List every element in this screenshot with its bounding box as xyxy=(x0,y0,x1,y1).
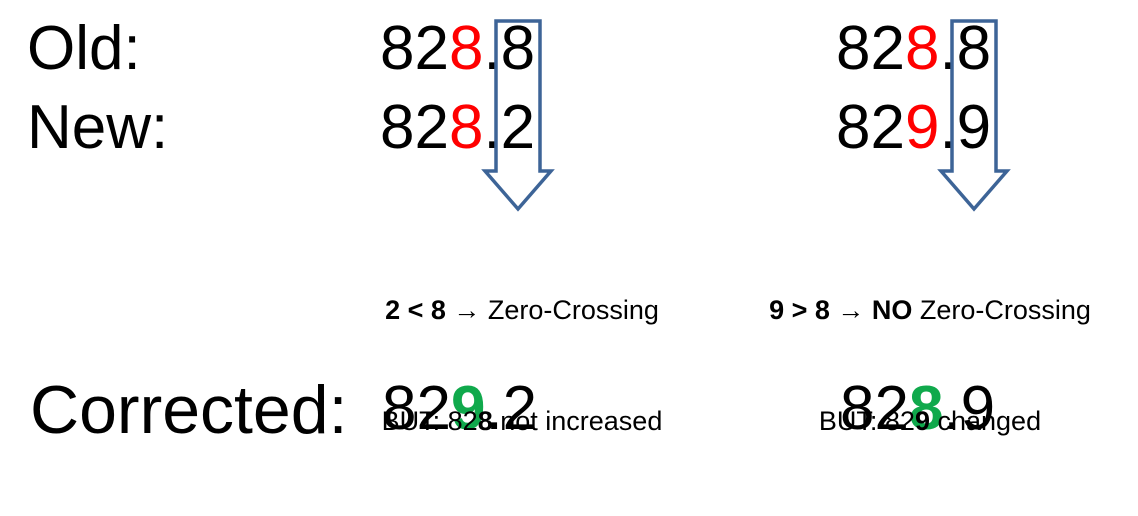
new-row-label: New: xyxy=(27,93,169,162)
left-note-line-2: BUT: 828 not increased xyxy=(381,406,663,436)
left-note-line-1: 2 < 8 → Zero-Crossing xyxy=(385,295,659,325)
left-corrected-value: 829.2 xyxy=(382,374,538,443)
right-note: 9 > 8 → NO Zero-Crossing BUT: 829 change… xyxy=(746,218,1114,516)
left-old-value: 828.8 xyxy=(380,14,536,83)
left-note: 2 < 8 → Zero-Crossing BUT: 828 not incre… xyxy=(355,218,689,516)
right-old-value: 828.8 xyxy=(836,14,992,83)
right-note-line-1: 9 > 8 → NO Zero-Crossing xyxy=(769,295,1091,325)
left-new-value: 828.2 xyxy=(380,93,536,162)
old-row-label: Old: xyxy=(27,14,141,83)
right-corrected-value: 828.9 xyxy=(840,374,996,443)
right-new-value: 829.9 xyxy=(836,93,992,162)
right-note-line-2: BUT: 829 changed xyxy=(818,406,1042,436)
corrected-row-label: Corrected: xyxy=(30,372,348,448)
